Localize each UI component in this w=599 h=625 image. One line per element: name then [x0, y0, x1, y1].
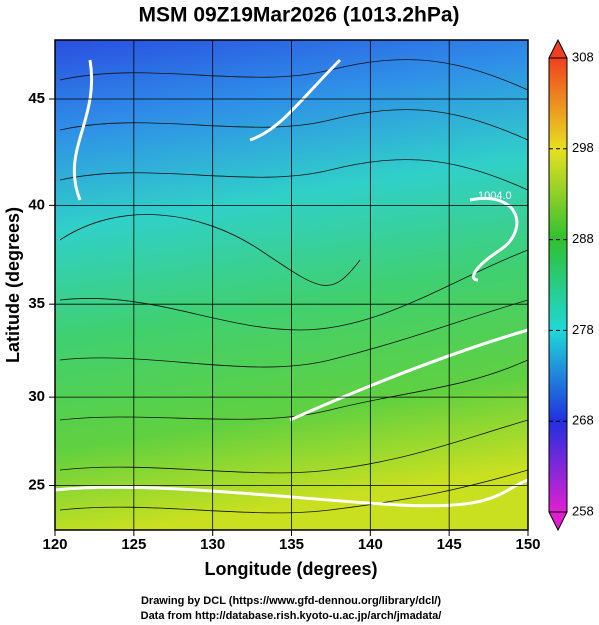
x-tick-label: 140 [358, 536, 383, 553]
colorbar-tick-label: 288 [572, 231, 594, 246]
colorbar-extend [548, 38, 568, 59]
x-tick-label: 120 [42, 536, 67, 553]
y-axis-label: Latitude (degrees) [3, 207, 23, 363]
x-tick-label: 130 [200, 536, 225, 553]
y-tick-label: 35 [28, 295, 45, 312]
colorbar-tick-label: 308 [572, 49, 594, 64]
footer-line: Drawing by DCL (https://www.gfd-dennou.o… [141, 595, 441, 607]
footer-line: Data from http://database.rish.kyoto-u.a… [141, 610, 442, 622]
contour-label: 1004.0 [478, 190, 512, 202]
y-tick-label: 25 [28, 476, 45, 493]
colorbar-tick-label: 268 [572, 413, 594, 428]
x-tick-label: 125 [121, 536, 146, 553]
x-axis-label: Longitude (degrees) [204, 559, 377, 579]
colorbar [548, 57, 568, 513]
y-tick-label: 40 [28, 196, 45, 213]
x-tick-label: 150 [515, 536, 540, 553]
colorbar-tick-label: 258 [572, 503, 594, 518]
x-tick-label: 135 [279, 536, 304, 553]
x-tick-label: 145 [437, 536, 462, 553]
streamlines [59, 59, 528, 514]
y-tick-label: 30 [28, 388, 45, 405]
title: MSM 09Z19Mar2026 (1013.2hPa) [139, 4, 460, 27]
y-tick-label: 45 [28, 90, 45, 107]
colorbar-tick-label: 278 [572, 322, 594, 337]
colorbar-tick-label: 298 [572, 140, 594, 155]
colorbar-extend [548, 511, 568, 532]
